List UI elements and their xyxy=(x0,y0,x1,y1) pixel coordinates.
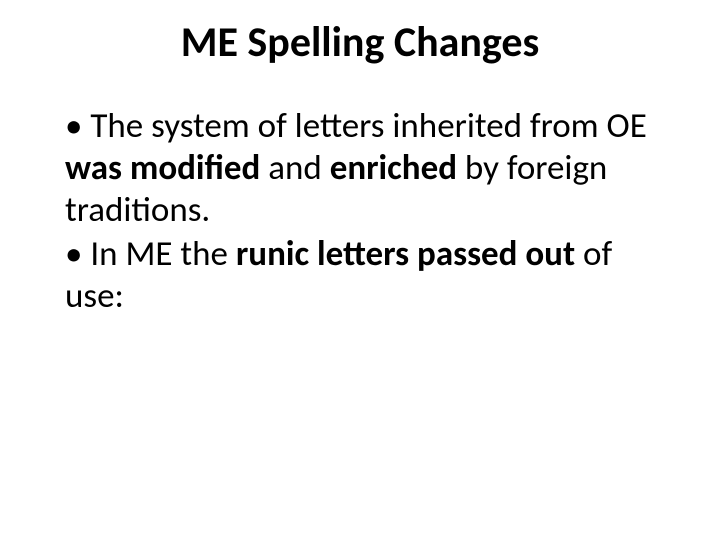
bullet-text-run: and xyxy=(268,147,329,189)
bullet-marker: • xyxy=(65,105,82,147)
slide-title: ME Spelling Changes xyxy=(0,20,720,66)
bullet-text-run: runic letters passed out xyxy=(236,233,575,275)
bullet-text-run: enriched xyxy=(330,147,457,189)
bullet-marker: • xyxy=(65,233,82,275)
bullet-text-run: was modified xyxy=(65,147,268,189)
bullet-item: • In ME the runic letters passed out of … xyxy=(65,233,655,317)
bullet-item: • The system of letters inherited from O… xyxy=(65,105,655,231)
slide-body: • The system of letters inherited from O… xyxy=(65,105,655,319)
bullet-text-run: In ME the xyxy=(90,233,236,275)
slide: ME Spelling Changes • The system of lett… xyxy=(0,0,720,540)
bullet-text-run: The system of letters inherited from OE xyxy=(90,105,646,147)
